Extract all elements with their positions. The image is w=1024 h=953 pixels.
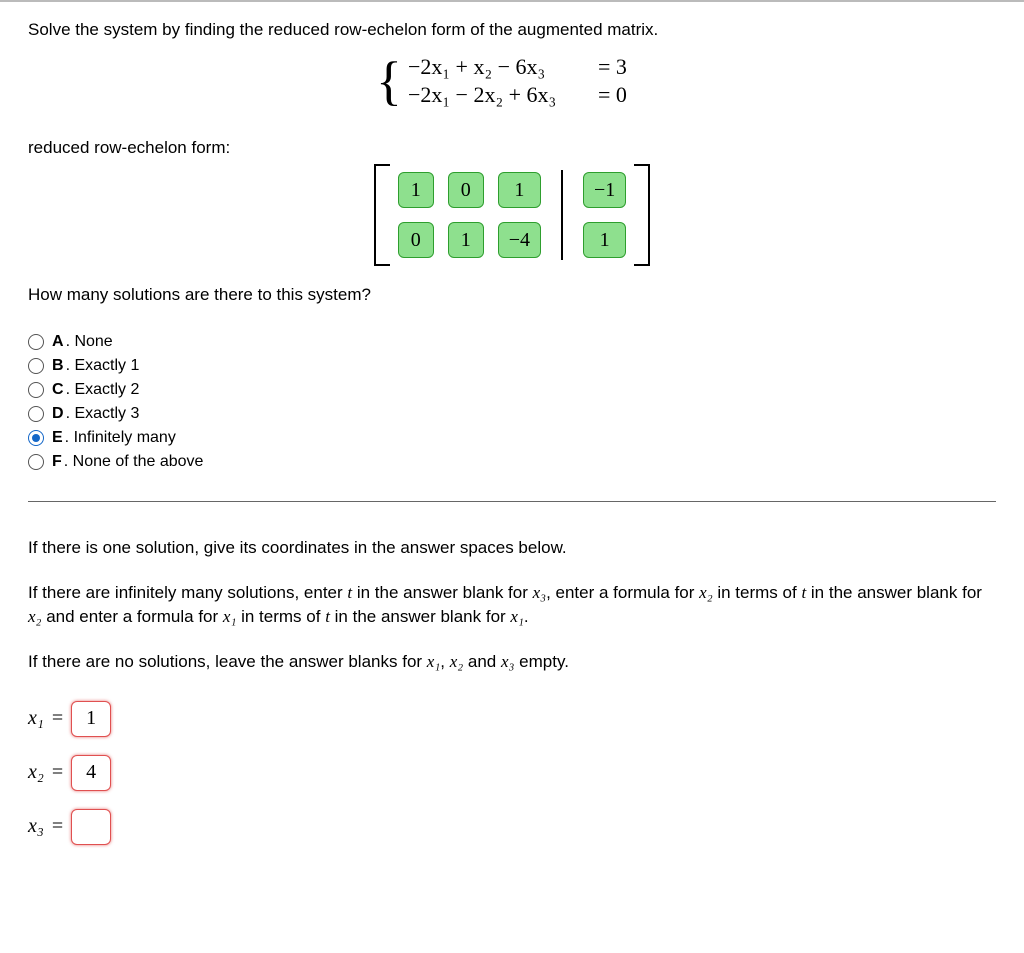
matrix-cell[interactable]: −4: [498, 222, 541, 258]
answer-x2-input[interactable]: 4: [71, 755, 111, 791]
eq2-rhs: = 0: [598, 82, 648, 108]
var-x3: x₃: [533, 583, 546, 602]
instruction-2: If there are infinitely many solutions, …: [28, 581, 996, 630]
equals: =: [52, 707, 63, 730]
rref-matrix: 1 0 1 0 1 −4 −1 1: [28, 164, 996, 271]
var-x2: x₂: [28, 607, 41, 626]
matrix-cell[interactable]: 1: [583, 222, 626, 258]
options-list: A. None B. Exactly 1 C. Exactly 2 D. Exa…: [28, 333, 996, 471]
rref-label: reduced row-echelon form:: [28, 138, 996, 158]
option-key: E: [52, 429, 63, 446]
radio-icon[interactable]: [28, 430, 44, 446]
eq2-lhs: −2x₁ − 2x₂ + 6x₃: [408, 82, 598, 108]
option-key: A: [52, 333, 64, 350]
matrix-cell[interactable]: −1: [583, 172, 626, 208]
equals: =: [52, 761, 63, 784]
radio-icon[interactable]: [28, 406, 44, 422]
option-f[interactable]: F. None of the above: [28, 453, 996, 471]
option-b[interactable]: B. Exactly 1: [28, 357, 996, 375]
option-a[interactable]: A. None: [28, 333, 996, 351]
system-equations: { −2x₁ + x₂ − 6x₃ = 3 −2x₁ − 2x₂ + 6x₃ =…: [28, 52, 996, 110]
answer-x3-input[interactable]: [71, 809, 111, 845]
option-e[interactable]: E. Infinitely many: [28, 429, 996, 447]
matrix-cell[interactable]: 0: [398, 222, 434, 258]
matrix-right-bracket-icon: [634, 164, 650, 266]
option-key: F: [52, 453, 62, 470]
matrix-right-block: −1 1: [583, 164, 626, 266]
option-c[interactable]: C. Exactly 2: [28, 381, 996, 399]
option-label: Exactly 3: [74, 405, 139, 422]
equals: =: [52, 815, 63, 838]
matrix-left-bracket-icon: [374, 164, 390, 266]
left-brace-icon: {: [376, 54, 402, 108]
divider: [28, 501, 996, 502]
eq1-lhs: −2x₁ + x₂ − 6x₃: [408, 54, 598, 80]
instruction-1: If there is one solution, give its coord…: [28, 536, 996, 561]
question-text: How many solutions are there to this sys…: [28, 285, 996, 305]
var-x1: x₁: [223, 607, 236, 626]
radio-icon[interactable]: [28, 382, 44, 398]
matrix-cell[interactable]: 1: [448, 222, 484, 258]
matrix-cell[interactable]: 1: [398, 172, 434, 208]
matrix-divider-icon: [561, 170, 563, 260]
eq1-rhs: = 3: [598, 54, 648, 80]
var-x3: x₃: [28, 815, 44, 838]
instruction-3: If there are no solutions, leave the ans…: [28, 650, 996, 675]
option-d[interactable]: D. Exactly 3: [28, 405, 996, 423]
radio-icon[interactable]: [28, 358, 44, 374]
option-label: Exactly 2: [74, 381, 139, 398]
problem-container: Solve the system by finding the reduced …: [0, 0, 1024, 903]
matrix-cell[interactable]: 0: [448, 172, 484, 208]
option-key: D: [52, 405, 64, 422]
option-label: Exactly 1: [74, 357, 139, 374]
option-key: B: [52, 357, 64, 374]
var-x2: x₂: [450, 652, 463, 671]
radio-icon[interactable]: [28, 454, 44, 470]
answer-x2-row: x₂ = 4: [28, 755, 996, 791]
prompt-text: Solve the system by finding the reduced …: [28, 20, 996, 40]
answer-x3-row: x₃ =: [28, 809, 996, 845]
var-x1: x₁: [510, 607, 523, 626]
option-label: None of the above: [73, 453, 204, 470]
var-x2: x₂: [699, 583, 712, 602]
var-x1: x₁: [28, 707, 44, 730]
option-label: None: [74, 333, 112, 350]
option-label: Infinitely many: [74, 429, 176, 446]
matrix-cell[interactable]: 1: [498, 172, 541, 208]
option-key: C: [52, 381, 64, 398]
answers-block: x₁ = 1 x₂ = 4 x₃ =: [28, 701, 996, 845]
radio-icon[interactable]: [28, 334, 44, 350]
var-x2: x₂: [28, 761, 44, 784]
answer-x1-row: x₁ = 1: [28, 701, 996, 737]
matrix-left-block: 1 0 1 0 1 −4: [398, 164, 541, 266]
answer-x1-input[interactable]: 1: [71, 701, 111, 737]
var-x1: x₁: [427, 652, 440, 671]
var-x3: x₃: [501, 652, 514, 671]
